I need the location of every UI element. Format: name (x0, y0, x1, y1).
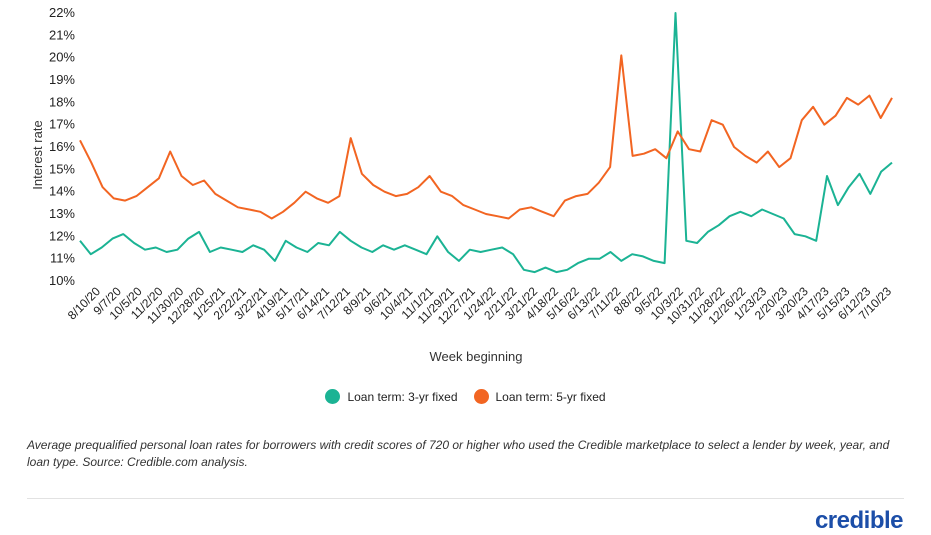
legend-swatch-5yr (473, 389, 489, 404)
chart-caption: Average prequalified personal loan rates… (27, 438, 890, 469)
line-chart: 10%11%12%13%14%15%16%17%18%19%20%21%22% … (30, 5, 894, 364)
y-tick-label: 18% (49, 94, 75, 109)
y-axis-title: Interest rate (30, 120, 45, 189)
x-axis-title: Week beginning (430, 349, 523, 364)
y-tick-label: 10% (49, 273, 75, 288)
legend-item-5yr: Loan term: 5-yr fixed (473, 389, 606, 404)
y-axis-ticks: 10% 11% 12% 13% 14% 15% 16% 17% 18% 19% 20% 21% 22% (49, 5, 75, 288)
series-lines (79, 12, 893, 274)
y-tick-label: 13% (49, 206, 75, 221)
y-tick-label: 12% (49, 228, 75, 243)
y-tick-label: 20% (49, 50, 75, 65)
legend-label-5yr: Loan term: 5-yr fixed (495, 389, 606, 404)
y-tick-label: 22% (49, 5, 75, 20)
y-tick-label: 19% (49, 72, 75, 87)
y-tick-label: 17% (49, 117, 75, 132)
y-tick-label: 11% (50, 251, 75, 266)
footer-divider (27, 498, 904, 499)
x-axis-ticks: 8/10/209/7/2010/5/2011/2/2011/30/2012/28… (65, 284, 894, 327)
y-tick-label: 15% (49, 161, 75, 176)
series-line-3yr (79, 12, 893, 274)
credible-logo: credible (814, 507, 904, 534)
chart-legend: Loan term: 3-yr fixed Loan term: 5-yr fi… (0, 389, 931, 404)
series-line-5yr (79, 54, 893, 220)
legend-item-3yr: Loan term: 3-yr fixed (325, 389, 458, 404)
y-tick-label: 21% (49, 27, 75, 42)
y-tick-label: 14% (49, 184, 75, 199)
legend-label-3yr: Loan term: 3-yr fixed (347, 389, 458, 404)
y-tick-label: 16% (49, 139, 75, 154)
legend-swatch-3yr (325, 389, 341, 404)
